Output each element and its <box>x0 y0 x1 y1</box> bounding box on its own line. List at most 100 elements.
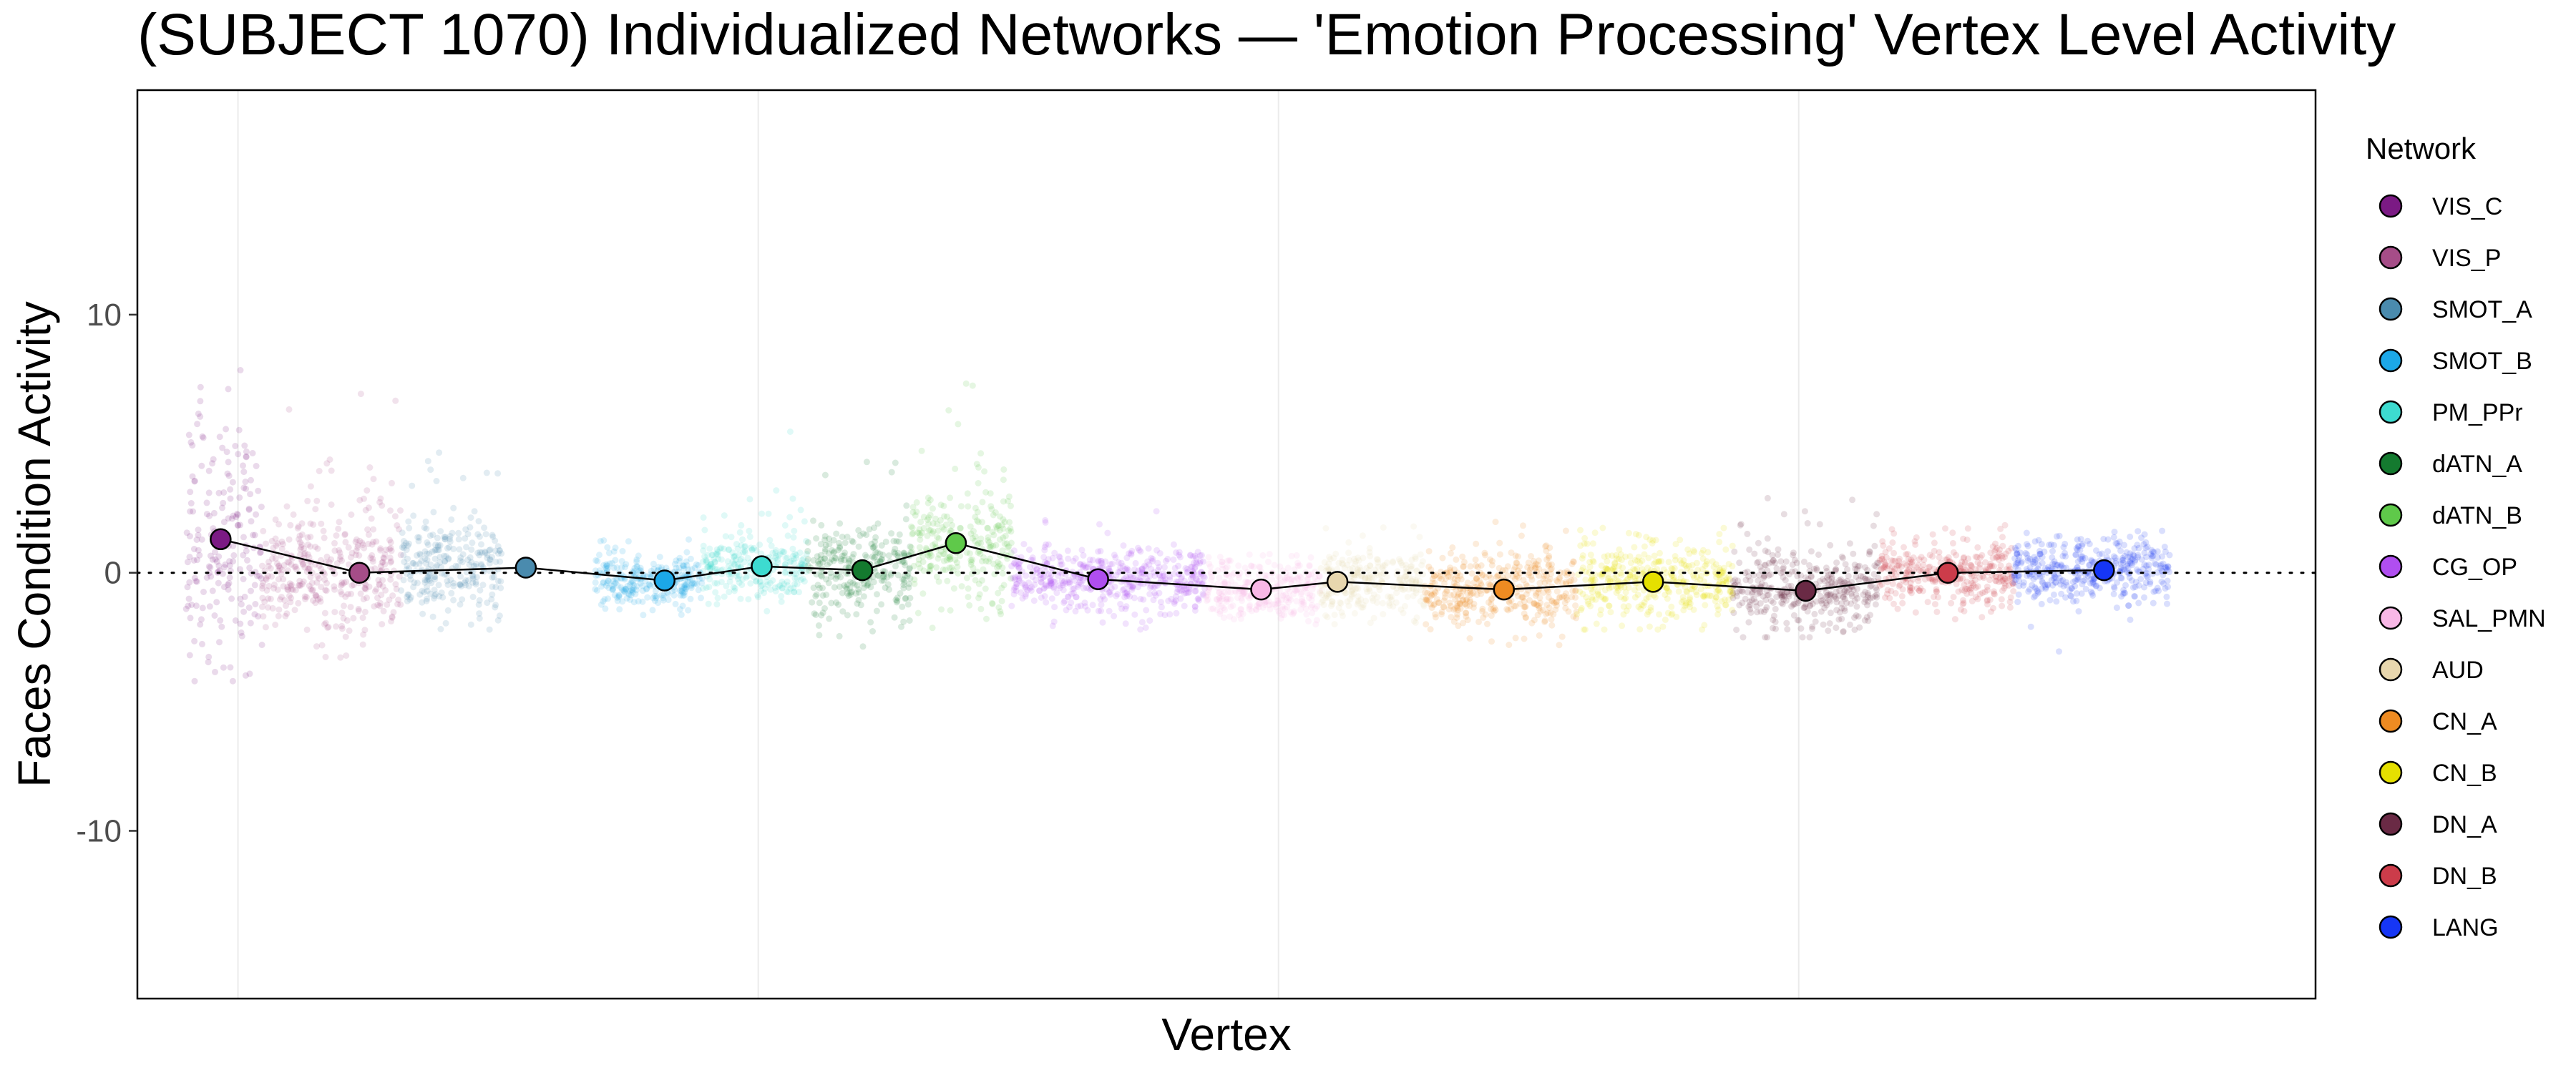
point-dATN_B <box>924 552 932 559</box>
point-dATN_A <box>904 572 911 579</box>
point-dATN_B <box>947 517 954 524</box>
point-CN_B <box>1651 552 1658 559</box>
point-dATN_B <box>935 555 942 562</box>
point-CG_OP <box>1138 567 1145 574</box>
point-CG_OP <box>1097 547 1104 554</box>
point-SMOT_A <box>441 536 449 542</box>
point-SMOT_B <box>629 586 636 593</box>
point-VIS_P <box>305 551 311 558</box>
point-CG_OP <box>1160 577 1167 584</box>
point-dATN_A <box>830 549 837 557</box>
point-CN_A <box>1447 567 1454 574</box>
point-VIS_P <box>288 582 295 588</box>
point-dATN_B <box>996 526 1003 534</box>
point-CN_B <box>1601 626 1608 633</box>
point-CG_OP <box>1118 559 1125 567</box>
point-SMOT_A <box>457 557 464 564</box>
point-CG_OP <box>1140 596 1147 603</box>
point-dATN_B <box>909 504 917 511</box>
point-CN_A <box>1518 532 1525 539</box>
point-PM_PPr <box>794 581 801 587</box>
point-CG_OP <box>1021 582 1028 589</box>
point-LANG <box>2114 579 2121 586</box>
point-PM_PPr <box>700 558 707 565</box>
point-SMOT_A <box>467 621 474 628</box>
point-LANG <box>2011 579 2018 586</box>
point-VIS_P <box>361 609 369 615</box>
point-dATN_A <box>852 590 859 597</box>
point-DN_A <box>1806 562 1813 569</box>
point-CN_A <box>1438 611 1445 618</box>
point-CG_OP <box>1174 589 1181 595</box>
point-CN_A <box>1448 574 1455 581</box>
point-PM_PPr <box>730 584 737 591</box>
point-VIS_C <box>200 434 207 441</box>
point-AUD <box>1363 586 1370 592</box>
point-VIS_P <box>297 546 304 553</box>
point-CN_B <box>1687 594 1694 601</box>
point-AUD <box>1359 532 1366 539</box>
point-CN_A <box>1522 614 1529 621</box>
point-CG_OP <box>1081 599 1088 607</box>
point-CG_OP <box>1106 589 1113 596</box>
point-CG_OP <box>1055 572 1062 579</box>
point-dATN_A <box>816 584 823 592</box>
point-SAL_PMN <box>1299 595 1306 602</box>
point-SMOT_A <box>426 532 434 539</box>
point-SMOT_B <box>613 564 620 571</box>
point-DN_B <box>1984 601 1991 608</box>
point-CG_OP <box>1165 597 1172 604</box>
point-SAL_PMN <box>1287 572 1293 579</box>
point-PM_PPr <box>748 546 756 553</box>
point-CG_OP <box>1143 575 1150 582</box>
point-PM_PPr <box>781 569 789 577</box>
point-SMOT_A <box>489 531 496 539</box>
point-VIS_P <box>295 582 302 589</box>
point-dATN_A <box>842 584 849 591</box>
point-dATN_A <box>830 536 837 544</box>
point-SMOT_A <box>407 594 414 601</box>
point-VIS_C <box>192 578 200 584</box>
point-SMOT_B <box>627 587 634 594</box>
point-CG_OP <box>1060 599 1068 606</box>
point-dATN_A <box>872 554 879 560</box>
point-CG_OP <box>1051 604 1058 611</box>
point-dATN_B <box>964 490 971 497</box>
point-CG_OP <box>1125 567 1132 574</box>
point-dATN_A <box>813 535 820 542</box>
point-LANG <box>2044 581 2051 588</box>
point-VIS_P <box>322 619 329 627</box>
point-SMOT_B <box>625 590 632 597</box>
point-CG_OP <box>1062 580 1069 587</box>
point-CG_OP <box>1119 587 1126 594</box>
point-VIS_P <box>310 597 316 604</box>
point-dATN_A <box>821 533 829 540</box>
point-dATN_A <box>855 586 862 593</box>
point-CG_OP <box>1106 589 1113 595</box>
point-VIS_P <box>275 576 282 583</box>
point-CG_OP <box>1070 585 1078 592</box>
point-SMOT_A <box>487 546 494 553</box>
point-VIS_C <box>234 511 241 519</box>
point-CN_B <box>1668 611 1675 618</box>
point-SMOT_A <box>441 558 449 565</box>
point-VIS_P <box>356 537 364 544</box>
point-SMOT_A <box>424 557 431 564</box>
point-CN_B <box>1643 534 1650 541</box>
point-CG_OP <box>1115 559 1122 566</box>
point-SMOT_B <box>678 587 685 594</box>
point-VIS_P <box>287 599 294 606</box>
point-DN_A <box>1772 605 1779 612</box>
point-VIS_P <box>326 559 333 566</box>
point-SMOT_A <box>409 559 416 567</box>
point-dATN_B <box>930 520 937 527</box>
point-dATN_A <box>907 594 914 602</box>
point-PM_PPr <box>731 560 738 567</box>
point-dATN_B <box>1008 539 1015 547</box>
point-SMOT_B <box>600 562 608 569</box>
point-DN_A <box>1736 587 1743 594</box>
point-VIS_C <box>238 629 245 636</box>
point-DN_A <box>1854 585 1860 592</box>
point-SAL_PMN <box>1300 601 1307 608</box>
point-CN_B <box>1620 611 1627 618</box>
